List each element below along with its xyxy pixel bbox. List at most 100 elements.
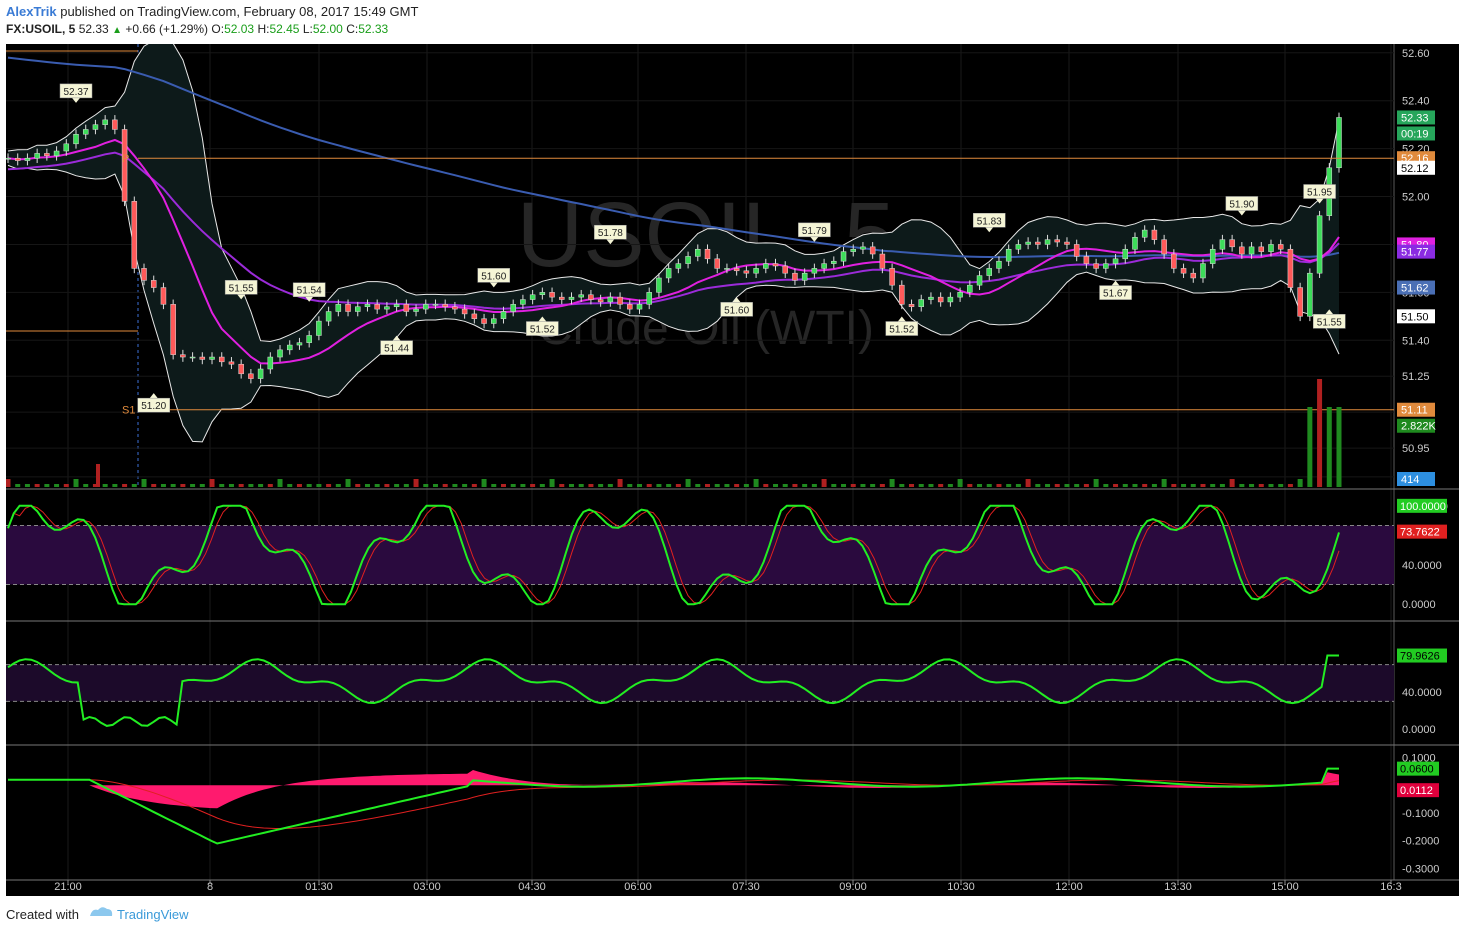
candle-body <box>1180 268 1187 274</box>
candle <box>403 299 410 317</box>
candle-body <box>238 363 244 375</box>
volume-bar <box>879 484 885 487</box>
candle-body <box>811 268 818 274</box>
axis-badge: 51.11 <box>1397 402 1435 417</box>
axis-badge-bg <box>1397 244 1435 259</box>
volume-bar <box>870 484 876 487</box>
axis-badge-bg <box>1397 280 1435 295</box>
open-label: O: <box>211 22 225 36</box>
volume-bar <box>481 479 487 487</box>
axis-badge-bg <box>1397 160 1435 175</box>
candle-body <box>1336 117 1342 169</box>
marker-pointer <box>732 297 741 303</box>
candle-body <box>520 299 526 305</box>
axis-badge: 2.822K <box>1397 418 1437 433</box>
volume-bar <box>112 484 118 487</box>
marker-box <box>798 222 831 238</box>
volume-bar <box>199 484 205 487</box>
volume-bar <box>598 484 604 487</box>
marker-label: 51.55 <box>229 283 254 294</box>
tradingview-brand-link[interactable]: TradingView <box>117 907 189 922</box>
axis-badge: 414 <box>1397 472 1435 486</box>
candle-body <box>578 294 584 298</box>
author-link[interactable]: AlexTrik <box>6 4 57 19</box>
volume-bar <box>841 484 847 487</box>
candle-body <box>860 246 866 250</box>
symbol-label: FX:USOIL, 5 <box>6 22 76 36</box>
marker-label: 51.52 <box>889 325 914 336</box>
marker-box <box>1099 285 1132 300</box>
axis-badge: 00:19 <box>1397 126 1435 141</box>
candle-body <box>733 268 740 272</box>
candle-body <box>452 306 458 310</box>
candle-body <box>908 304 915 307</box>
price-marker: 51.52 <box>885 316 919 336</box>
candle <box>1239 242 1245 259</box>
candle-body <box>267 356 274 370</box>
candle-body <box>675 263 682 269</box>
candle-body <box>1005 248 1012 262</box>
axis-badge-bg <box>1397 418 1435 433</box>
price-tick-label: 52.40 <box>1402 96 1430 108</box>
pivot-s1-label: S1 <box>122 405 135 417</box>
volume-bar <box>520 484 526 487</box>
candle-body <box>539 292 546 295</box>
candle <box>529 289 536 305</box>
volume-bar <box>666 484 672 487</box>
volume-bar <box>705 484 711 487</box>
close-value: 52.33 <box>358 22 389 36</box>
grid-lines <box>67 44 1392 880</box>
volume-bar <box>151 484 157 487</box>
marker-pointer <box>538 316 547 322</box>
chart-svg[interactable]: USOIL, 5Crude Oil (WTI)52.6052.4052.2052… <box>6 44 1459 896</box>
candle-body <box>568 296 575 300</box>
candle-body <box>1015 244 1022 250</box>
candle-body <box>801 272 808 281</box>
candle <box>63 139 70 156</box>
candle-body <box>1151 229 1158 240</box>
volume-bar <box>44 484 50 487</box>
candle <box>889 263 895 290</box>
candle <box>413 304 419 317</box>
marker-box <box>1225 196 1259 211</box>
chart-area[interactable]: USOIL, 5Crude Oil (WTI)52.6052.4052.2052… <box>6 44 1459 896</box>
volume-bar <box>432 484 438 487</box>
candle-body <box>1044 239 1051 245</box>
candle <box>928 292 934 305</box>
close-label: C: <box>346 22 359 36</box>
candle <box>160 282 167 310</box>
candle-body <box>656 277 662 293</box>
price-change: +0.66 (+1.29%) <box>125 22 209 36</box>
volume-bar <box>1161 479 1167 487</box>
axis-badge: 51.62 <box>1397 280 1435 295</box>
price-marker: 51.55 <box>1313 309 1346 329</box>
axis-badge-text: 414 <box>1401 474 1419 486</box>
candle <box>743 266 750 278</box>
candle <box>1112 254 1119 269</box>
candle-body <box>510 304 516 312</box>
volume-bar <box>452 484 458 487</box>
volume-bar <box>364 484 370 487</box>
candle-body <box>248 373 254 379</box>
candle <box>1248 242 1255 259</box>
price-marker: 51.20 <box>137 393 170 413</box>
marker-box <box>292 282 326 297</box>
volume-bar <box>1103 484 1109 487</box>
volume-bar <box>539 484 545 487</box>
volume-bar <box>287 484 293 487</box>
candle <box>277 345 283 362</box>
candle-body <box>1248 246 1255 255</box>
axis-badge-bg <box>1397 472 1435 486</box>
volume-bar <box>384 484 390 487</box>
candle <box>957 287 963 302</box>
volume-bar <box>306 484 312 487</box>
volume-bar <box>345 479 351 487</box>
marker-pointer <box>392 335 401 341</box>
high-label: H: <box>257 22 270 36</box>
volume-bar <box>743 484 749 487</box>
candle <box>296 337 303 350</box>
candle-body <box>559 296 565 300</box>
candle-body <box>1093 263 1099 269</box>
candle <box>1258 242 1265 257</box>
marker-label: 51.67 <box>1103 289 1128 300</box>
